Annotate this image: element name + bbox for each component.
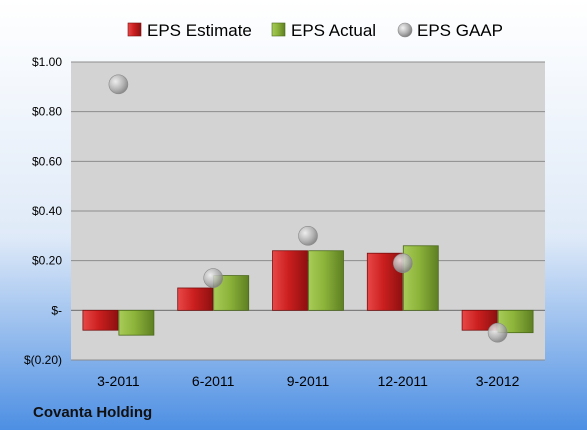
legend-label: EPS Actual — [291, 21, 376, 40]
x-category-label: 9-2011 — [287, 373, 330, 389]
gaap-markers — [108, 74, 508, 343]
y-tick-label: $0.80 — [32, 105, 62, 119]
y-tick-label: $0.20 — [32, 254, 62, 268]
x-category-label: 6-2011 — [192, 373, 235, 389]
legend-label: EPS GAAP — [417, 21, 503, 40]
y-tick-label: $(0.20) — [24, 353, 62, 367]
x-category-label: 3-2011 — [97, 373, 140, 389]
marker-eps-gaap — [487, 322, 508, 343]
legend-swatch-eps-estimate — [127, 22, 142, 37]
legend-swatch-eps-actual — [271, 22, 286, 37]
marker-eps-gaap — [392, 253, 413, 273]
marker-eps-gaap — [298, 226, 318, 246]
bar-eps-actual — [308, 250, 344, 311]
y-tick-label: $1.00 — [32, 55, 62, 69]
legend-swatch-eps-gaap — [397, 22, 413, 38]
bar-eps-estimate — [82, 309, 119, 331]
bar-eps-actual — [118, 309, 155, 336]
company-name: Covanta Holding — [33, 404, 152, 421]
bars — [82, 245, 534, 336]
x-category-label: 12-2011 — [378, 373, 429, 389]
y-tick-label: $0.40 — [32, 204, 62, 218]
marker-eps-gaap — [203, 268, 223, 288]
y-axis-tick-labels: $(0.20) $- $0.20 $0.40 $0.60 $0.80 $1.00 — [24, 55, 62, 367]
y-tick-label: $0.60 — [32, 154, 62, 168]
legend: EPS Estimate EPS Actual EPS GAAP — [127, 21, 503, 40]
bar-eps-estimate — [177, 287, 214, 311]
bar-eps-estimate — [461, 309, 498, 331]
x-axis-category-labels: 3-2011 6-2011 9-2011 12-2011 3-2012 — [97, 373, 519, 389]
y-tick-label: $- — [51, 303, 62, 317]
x-category-label: 3-2012 — [476, 373, 520, 389]
bar-eps-estimate — [272, 250, 308, 311]
legend-label: EPS Estimate — [147, 21, 252, 40]
bar-eps-actual — [497, 309, 534, 334]
marker-eps-gaap — [108, 74, 129, 95]
